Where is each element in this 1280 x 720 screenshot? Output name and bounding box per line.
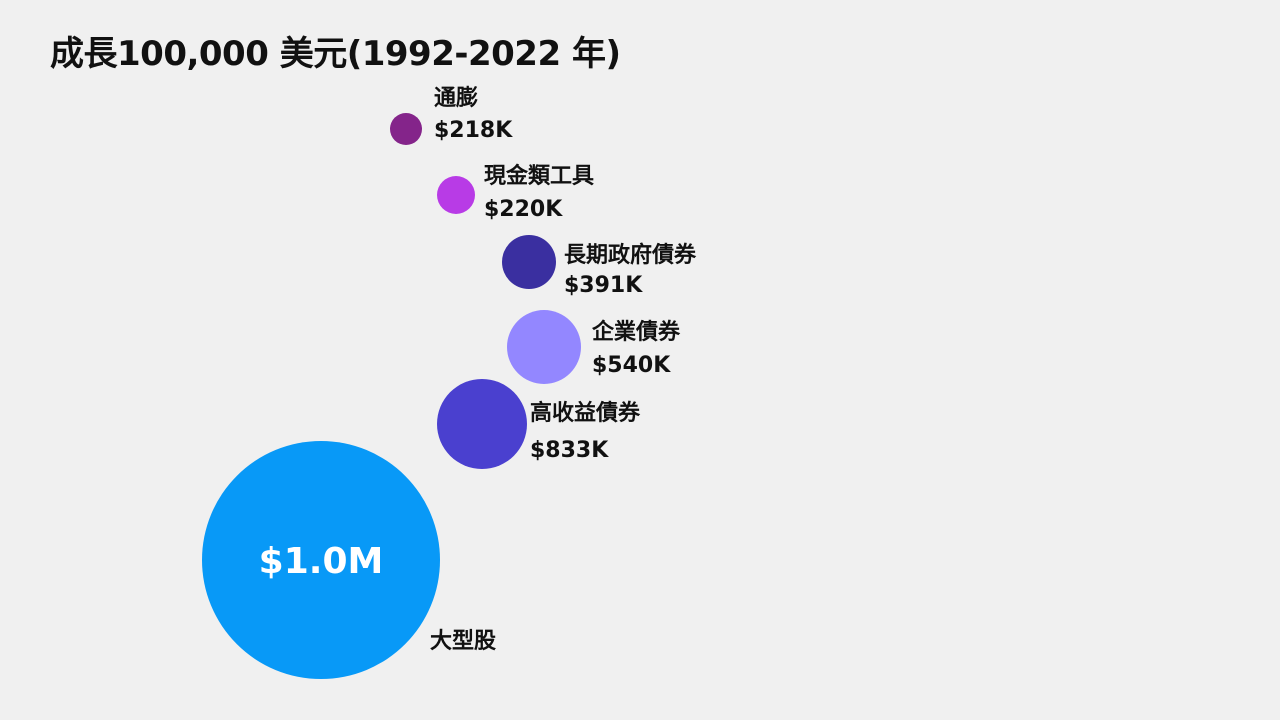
series-name-label: 通膨: [434, 86, 478, 111]
series-name-label: 現金類工具: [484, 163, 594, 189]
bubble-1: [437, 176, 475, 214]
bubble-group-3: 企業債券 $540K: [507, 310, 681, 384]
bubble-3: [507, 310, 581, 384]
value-label: $540K: [592, 353, 671, 378]
bubble-group-5: $1.0M 大型股: [202, 441, 496, 679]
bubble-group-2: 長期政府債券 $391K: [502, 235, 697, 298]
series-name-label: 企業債券: [591, 319, 681, 345]
bubble-group-1: 現金類工具 $220K: [437, 163, 594, 222]
chart-title: 成長100,000 美元(1992-2022 年): [50, 34, 621, 74]
bubble-4: [437, 379, 527, 469]
series-name-label: 長期政府債券: [564, 242, 697, 268]
bubble-2: [502, 235, 556, 289]
bubble-5: [202, 441, 440, 679]
series-name-label: 高收益債券: [530, 400, 641, 426]
value-label: $218K: [434, 118, 513, 143]
series-name-label: 大型股: [430, 629, 496, 654]
bubble-group-4: 高收益債券 $833K: [437, 379, 641, 469]
bubble-group-0: 通膨 $218K: [390, 86, 513, 145]
bubble-0: [390, 113, 422, 145]
value-label: $220K: [484, 197, 563, 222]
value-label: $391K: [564, 273, 643, 298]
value-label: $833K: [530, 438, 609, 463]
value-label: $1.0M: [259, 541, 384, 582]
